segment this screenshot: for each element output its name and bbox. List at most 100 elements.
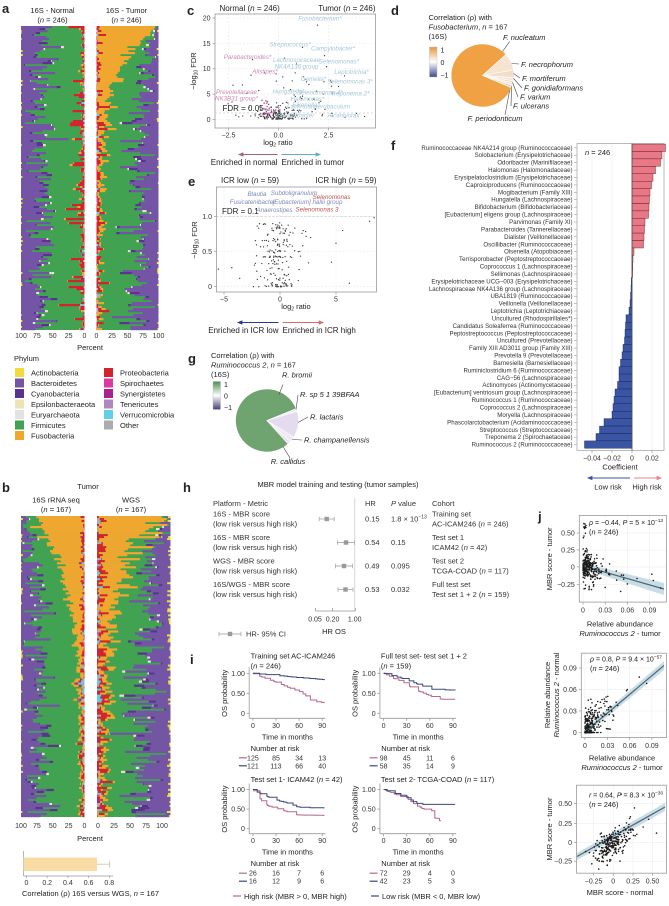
svg-text:(n = 159): (n = 159) [381,662,412,671]
svg-text:0: 0 [573,730,577,737]
svg-text:14: 14 [426,763,434,770]
svg-text:Fusobacterium, n = 167: Fusobacterium, n = 167 [429,23,508,32]
svg-text:40: 40 [318,763,326,770]
svg-text:90: 90 [318,838,326,845]
svg-text:0: 0 [630,456,634,463]
svg-text:High risk: High risk [632,483,661,492]
svg-text:R. bromii: R. bromii [282,371,312,380]
svg-text:Low risk: Low risk [594,483,622,492]
svg-text:−0.04: −0.04 [583,456,601,463]
svg-text:Uncultured (Prevotellaceae): Uncultured (Prevotellaceae) [497,338,573,345]
svg-text:Treponema 2 (Spirochaetaceae): Treponema 2 (Spirochaetaceae) [485,434,573,441]
svg-text:13: 13 [318,755,326,762]
svg-text:Candidatus Soleaferrea (Rumino: Candidatus Soleaferrea (Ruminococcaceae) [453,323,573,330]
svg-text:Relative abundance: Relative abundance [587,620,653,629]
svg-text:0.50: 0.50 [558,801,572,808]
svg-text:0: 0 [207,117,211,124]
svg-text:(low risk versus high risk): (low risk versus high risk) [213,543,298,552]
svg-text:Correlation (ρ) with: Correlation (ρ) with [211,351,274,360]
svg-text:7: 7 [297,871,301,878]
svg-text:15: 15 [203,41,211,48]
svg-text:−log10 FDR: −log10 FDR [190,221,201,259]
svg-text:Dialister (Veillonellaceae): Dialister (Veillonellaceae) [504,234,572,241]
svg-text:Lachnospiraceae NK4A136 group: Lachnospiraceae NK4A136 group (Lachnospi… [429,286,573,293]
svg-text:1: 1 [441,48,445,55]
svg-text:0.06: 0.06 [621,608,635,615]
svg-text:0.06: 0.06 [563,687,577,694]
svg-text:Enriched in tumor: Enriched in tumor [282,158,345,167]
svg-text:9: 9 [297,879,301,886]
svg-text:16S rRNA seq: 16S rRNA seq [32,496,80,505]
svg-text:4: 4 [428,871,432,878]
svg-text:Correlation (ρ) 16S versus WGS: Correlation (ρ) 16S versus WGS, n = 167 [22,889,159,898]
svg-text:Ruminococcus 2, n = 167: Ruminococcus 2, n = 167 [211,361,296,370]
svg-text:(n = 246): (n = 246) [251,662,282,671]
svg-text:Proteobacteria: Proteobacteria [120,369,170,378]
svg-text:Number at risk: Number at risk [251,744,300,753]
svg-text:60: 60 [426,723,434,730]
svg-text:MBR score - tumor: MBR score - tumor [545,527,554,590]
svg-text:n = 246: n = 246 [585,148,610,157]
svg-text:0.095: 0.095 [391,562,410,571]
svg-text:Phascolarctobacterium (Acidami: Phascolarctobacterium (Acidaminococcacea… [447,419,572,426]
svg-text:OS probability: OS probability [351,785,360,832]
svg-text:16S - MBR score: 16S - MBR score [213,533,270,542]
svg-text:30: 30 [403,838,411,845]
svg-text:Parabacteroides*: Parabacteroides* [224,54,272,61]
svg-text:Erysipelotrichaceae UCG−003 (E: Erysipelotrichaceae UCG−003 (Erysipelotr… [431,278,572,285]
svg-text:−0.02: −0.02 [603,456,621,463]
svg-text:Phylum: Phylum [14,354,39,363]
svg-text:Full test set: Full test set [432,580,471,589]
svg-text:0: 0 [251,838,255,845]
svg-text:Terrisporobacter (Peptostrepto: Terrisporobacter (Peptostreptococcaceae) [459,256,572,263]
svg-text:75: 75 [33,333,41,340]
svg-text:0.50: 0.50 [646,879,660,886]
svg-text:Time in months: Time in months [262,848,313,857]
svg-text:Gemella*: Gemella* [301,76,327,83]
svg-text:0.2: 0.2 [42,880,52,887]
svg-text:g: g [188,351,196,366]
svg-text:0.20: 0.20 [326,617,340,624]
svg-text:0: 0 [95,333,99,340]
svg-text:Test set 1: Test set 1 [432,533,464,542]
svg-text:26: 26 [249,871,257,878]
svg-text:35: 35 [403,763,411,770]
svg-text:0.25: 0.25 [626,879,640,886]
svg-text:16S/WGS - MBR score: 16S/WGS - MBR score [213,580,290,589]
svg-text:Prevotella 9 (Prevotellaceae): Prevotella 9 (Prevotellaceae) [494,353,572,360]
svg-text:0: 0 [571,564,575,571]
svg-text:25: 25 [65,823,73,830]
svg-text:Verrucomicrobia: Verrucomicrobia [120,411,175,420]
svg-text:f: f [391,138,396,153]
svg-text:Blautia: Blautia [248,191,267,198]
svg-text:(n = 246): (n = 246) [589,800,618,809]
svg-text:TCGA-COAD (n = 117): TCGA-COAD (n = 117) [432,567,509,576]
svg-text:Mogibacterium (Family XIII): Mogibacterium (Family XIII) [498,189,573,196]
svg-text:ICAM42 (n = 42): ICAM42 (n = 42) [432,543,488,552]
svg-text:Solobacterium (Erysipelotricha: Solobacterium (Erysipelotrichaceae) [475,152,573,159]
svg-text:a: a [2,1,10,16]
svg-text:R. champanellensis: R. champanellensis [304,436,370,445]
svg-text:Alistipes*: Alistipes* [251,69,278,76]
svg-text:0.06: 0.06 [623,743,637,750]
svg-text:Veillonella (Veillonellaceae): Veillonella (Veillonellaceae) [499,301,573,308]
svg-text:e: e [188,174,195,189]
svg-text:1.0: 1.0 [202,214,212,221]
svg-text:125: 125 [247,755,259,762]
svg-text:20: 20 [203,16,211,23]
svg-text:Euryarchaeota: Euryarchaeota [31,411,81,420]
svg-text:72: 72 [380,871,388,878]
svg-text:10: 10 [203,66,211,73]
svg-text:Olsenella (Atopobiaceae): Olsenella (Atopobiaceae) [504,249,572,256]
svg-text:(n = 246): (n = 246) [589,528,618,537]
svg-text:100: 100 [15,333,27,340]
svg-text:Platform - Metric: Platform - Metric [213,499,268,508]
svg-text:25: 25 [108,333,116,340]
svg-text:Number at risk: Number at risk [381,859,430,868]
svg-text:60: 60 [426,838,434,845]
svg-text:0.03: 0.03 [598,608,612,615]
svg-text:Peptostreptococcus (Peptostrep: Peptostreptococcus (Peptostreptococcacea… [450,330,573,337]
svg-text:34: 34 [295,755,303,762]
svg-text:0: 0 [451,871,455,878]
svg-text:Tumor: Tumor [77,482,99,491]
